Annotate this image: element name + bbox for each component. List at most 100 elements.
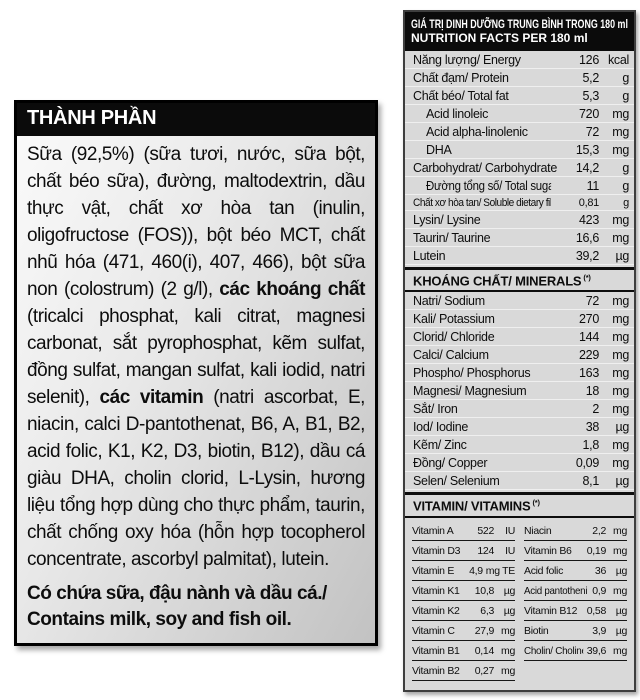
- nutrient-value: 27,9: [474, 624, 495, 637]
- nutrient-row: Clorid/ Chloride 144 mg: [405, 328, 634, 347]
- nutrient-value: 0,58: [586, 604, 607, 617]
- nutrient-label: Năng lượng/ Energy: [413, 52, 521, 67]
- nutrient-row: Vitamin E 4,9 mg TE: [412, 561, 515, 581]
- nutrient-row: DHA 15,3 mg: [405, 141, 634, 159]
- nutrient-label: Niacin: [524, 524, 552, 537]
- nutrient-value: 11: [586, 178, 600, 193]
- nutrient-value: 5,3: [582, 88, 600, 103]
- nutrient-label: Acid alpha-linolenic: [426, 124, 528, 139]
- ingredient-segment: (natri ascorbat, E, niacin, calci D-pant…: [27, 387, 365, 570]
- nutrient-row: Sắt/ Iron 2 mg: [405, 400, 634, 419]
- nutrient-row: Kali/ Potassium 270 mg: [405, 310, 634, 329]
- nutrient-value: 18: [585, 383, 600, 398]
- nutrient-unit: mg: [501, 644, 515, 657]
- nutrient-unit: mg: [612, 142, 629, 157]
- vitamins-column-right: Niacin 2,2 mg Vitamin B6 0,19 mg Acid folic 36 µ…: [524, 521, 627, 681]
- nutrient-label: Acid folic: [524, 564, 564, 577]
- nutrient-unit: mg: [612, 383, 629, 398]
- nutrient-unit: mg: [612, 212, 629, 227]
- nutrient-row: Vitamin K1 10,8 µg: [412, 581, 515, 601]
- nutrient-value: 39,2: [575, 248, 599, 263]
- nutrient-unit: mg: [612, 401, 629, 416]
- nutrient-label: Acid pantothenic: [524, 584, 588, 597]
- nutrient-label: Vitamin E: [412, 564, 455, 577]
- nutrient-label: Iod/ Iodine: [413, 419, 469, 434]
- nutrient-label: Taurin/ Taurine: [413, 230, 491, 245]
- nutrient-label: Chất xơ hòa tan/ Soluble dietary fiber: [413, 196, 552, 209]
- nutrient-row: Iod/ Iodine 38 µg: [405, 418, 634, 437]
- nutrient-value: 423: [579, 212, 599, 227]
- nutrient-label: Carbohydrat/ Carbohydrate: [413, 160, 557, 175]
- nutrient-unit: g: [622, 160, 629, 175]
- nutrient-value: 1,8: [582, 437, 600, 452]
- nutrient-value: 229: [579, 347, 599, 362]
- ingredient-segment: (tricalci phosphat, kali citrat, magnesi…: [27, 306, 365, 408]
- nutrition-main-table: Năng lượng/ Energy 126 kcal Chất đạm/ Prote…: [405, 51, 634, 265]
- nutrient-unit: mg: [501, 624, 515, 637]
- nutrient-label: Acid linoleic: [426, 106, 489, 121]
- nutrient-row: Magnesi/ Magnesium 18 mg: [405, 382, 634, 401]
- nutrient-unit: mg: [612, 329, 629, 344]
- nutrient-value: 6,3: [480, 604, 494, 617]
- nutrient-value: 0,19: [586, 544, 607, 557]
- nutrient-unit: mg: [501, 664, 515, 677]
- nutrition-facts-title-line1: GIÁ TRỊ DINH DƯỠNG TRUNG BÌNH TRONG 180 …: [411, 17, 628, 31]
- nutrient-label: Vitamin B12: [524, 604, 578, 617]
- nutrient-label: DHA: [426, 142, 452, 157]
- nutrient-row: Chất xơ hòa tan/ Soluble dietary fiber 0,…: [405, 195, 634, 211]
- nutrient-row: Vitamin K2 6,3 µg: [412, 601, 515, 621]
- nutrient-label: Natri/ Sodium: [413, 293, 485, 308]
- nutrient-row: Selen/ Selenium 8,1 µg: [405, 472, 634, 491]
- nutrient-value: 163: [579, 365, 599, 380]
- nutrient-unit: µg: [615, 604, 628, 617]
- nutrient-unit: mg: [612, 106, 629, 121]
- nutrient-value: 522: [477, 524, 494, 537]
- nutrient-row: Calci/ Calcium 229 mg: [405, 346, 634, 365]
- nutrient-label: Vitamin A: [412, 524, 454, 537]
- nutrient-value: 2,2: [592, 524, 606, 537]
- nutrient-unit: mg: [613, 584, 627, 597]
- nutrient-value: 8,1: [582, 473, 600, 488]
- nutrient-value: 15,3: [575, 142, 599, 157]
- nutrient-label: Selen/ Selenium: [413, 473, 500, 488]
- nutrient-value: 5,2: [582, 70, 600, 85]
- nutrient-row: Vitamin A 522 IU: [412, 521, 515, 541]
- nutrient-row: Lutein 39,2 µg: [405, 247, 634, 265]
- nutrient-label: Clorid/ Chloride: [413, 329, 495, 344]
- nutrient-label: Calci/ Calcium: [413, 347, 489, 362]
- nutrient-unit: mg: [612, 437, 629, 452]
- vitamins-table: Vitamin A 522 IU Vitamin D3 124 IU Vitamin E 4,…: [405, 518, 634, 690]
- nutrient-unit: µg: [615, 419, 629, 434]
- nutrient-unit: kcal: [607, 52, 629, 67]
- nutrient-unit: mg: [612, 124, 629, 139]
- nutrient-value: 72: [585, 293, 600, 308]
- nutrient-value: 72: [585, 124, 600, 139]
- nutrient-label: Kali/ Potassium: [413, 311, 495, 326]
- nutrient-value: 3,9: [592, 624, 606, 637]
- nutrient-value: 126: [579, 52, 599, 67]
- nutrient-unit: mg: [613, 644, 627, 657]
- nutrient-row: Lysin/ Lysine 423 mg: [405, 211, 634, 229]
- nutrient-row: Biotin 3,9 µg: [524, 621, 627, 641]
- nutrient-label: Vitamin C: [412, 624, 455, 637]
- nutrient-value: 0,09: [575, 455, 599, 470]
- nutrient-row: Niacin 2,2 mg: [524, 521, 627, 541]
- nutrient-row: Vitamin B6 0,19 mg: [524, 541, 627, 561]
- nutrient-label: Lutein: [413, 248, 446, 263]
- nutrient-row: Taurin/ Taurine 16,6 mg: [405, 229, 634, 247]
- nutrient-unit: µg: [615, 473, 629, 488]
- nutrient-value: 2: [592, 401, 599, 416]
- nutrient-row: Phospho/ Phosphorus 163 mg: [405, 364, 634, 383]
- minerals-section-header: KHOÁNG CHẤT/ MINERALS (*): [405, 267, 634, 293]
- nutrient-unit: mg: [612, 311, 629, 326]
- nutrient-row: Carbohydrat/ Carbohydrate 14,2 g: [405, 159, 634, 177]
- nutrient-row: Chất béo/ Total fat 5,3 g: [405, 87, 634, 105]
- nutrient-label: Vitamin B2: [412, 664, 460, 677]
- minerals-table: Natri/ Sodium 72 mg Kali/ Potassium 270 mg Clo…: [405, 292, 634, 491]
- nutrient-row: Acid linoleic 720 mg: [405, 105, 634, 123]
- nutrient-value: 124: [477, 544, 494, 557]
- nutrient-unit: mg: [613, 524, 627, 537]
- nutrient-unit: µg: [503, 604, 516, 617]
- nutrient-unit: µg: [503, 584, 516, 597]
- ingredients-text: Sữa (92,5%) (sữa tươi, nước, sữa bột, ch…: [27, 141, 365, 573]
